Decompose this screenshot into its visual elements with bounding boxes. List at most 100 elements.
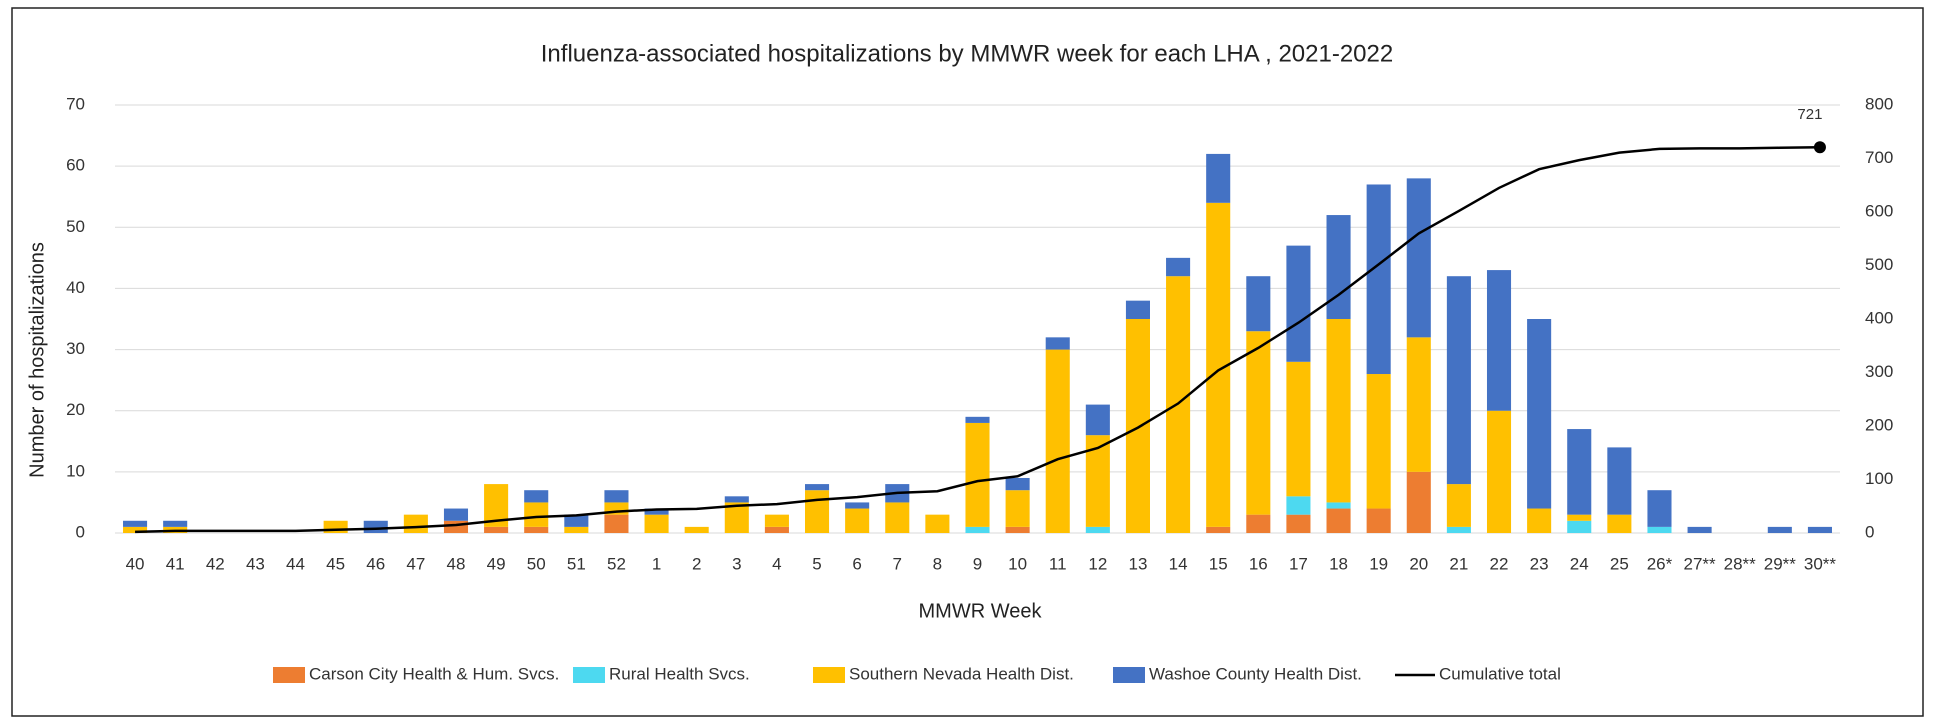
x-tick-label: 11: [1049, 554, 1067, 573]
x-tick-label: 19: [1369, 554, 1388, 573]
x-tick-label: 10: [1008, 554, 1027, 573]
bar-segment: [885, 502, 910, 533]
bar-segment: [1647, 526, 1672, 533]
bar-segment: [1567, 429, 1592, 515]
y-tick-label: 10: [66, 461, 85, 480]
y2-tick-label: 0: [1865, 522, 1874, 541]
y-axis-title: Number of hospitalizations: [26, 242, 48, 478]
bar-segment: [1567, 514, 1592, 521]
y-tick-label: 30: [66, 339, 85, 358]
bar-segment: [965, 422, 990, 527]
bar-segment: [1286, 361, 1311, 497]
bar-segment: [764, 526, 789, 533]
legend-label: Washoe County Health Dist.: [1149, 664, 1362, 683]
x-tick-label: 50: [527, 554, 546, 573]
bar-segment: [1045, 337, 1070, 350]
y-tick-label: 60: [66, 156, 85, 175]
bar-segment: [1005, 526, 1030, 533]
y2-tick-label: 100: [1865, 469, 1893, 488]
bar-segment: [1607, 447, 1632, 515]
x-tick-label: 43: [246, 554, 265, 573]
x-tick-label: 3: [732, 554, 741, 573]
y2-tick-label: 800: [1865, 94, 1893, 113]
bar-segment: [1166, 257, 1191, 277]
x-tick-label: 51: [567, 554, 586, 573]
y2-tick-label: 500: [1865, 255, 1893, 274]
bar-segment: [1005, 477, 1030, 491]
x-tick-label: 1: [652, 554, 661, 573]
legend-swatch: [273, 667, 305, 683]
y-tick-label: 70: [66, 94, 85, 113]
bar-segment: [1567, 520, 1592, 533]
x-tick-label: 21: [1449, 554, 1468, 573]
cumulative-line: [135, 146, 1820, 534]
x-tick-label: 7: [893, 554, 902, 573]
bar-segment: [1326, 215, 1351, 319]
bar-segment: [1647, 490, 1672, 527]
bar-segment: [1206, 526, 1231, 533]
bar-segment: [845, 508, 870, 533]
x-tick-label: 2: [692, 554, 701, 573]
x-tick-label: 45: [326, 554, 345, 573]
bar-segment: [1085, 526, 1110, 533]
y-tick-label: 50: [66, 217, 85, 236]
end-marker: [1813, 141, 1826, 154]
bar-segment: [1125, 319, 1150, 533]
bar-segment: [644, 514, 669, 533]
bar-segment: [805, 490, 830, 533]
x-tick-label: 18: [1329, 554, 1348, 573]
bar-segment: [965, 416, 990, 423]
bar-segment: [1085, 404, 1110, 436]
bar-segment: [564, 514, 589, 527]
x-tick-label: 15: [1209, 554, 1228, 573]
bar-segment: [1206, 153, 1231, 203]
bar-segment: [1246, 514, 1271, 533]
y2-tick-label: 400: [1865, 308, 1893, 327]
x-tick-label: 17: [1289, 554, 1308, 573]
bar-segment: [524, 490, 549, 503]
y2-tick-label: 700: [1865, 148, 1893, 167]
bar-segment: [1366, 508, 1391, 533]
x-tick-label: 42: [206, 554, 225, 573]
x-tick-label: 6: [852, 554, 861, 573]
x-tick-label: 13: [1129, 554, 1148, 573]
bar-segment: [1607, 514, 1632, 533]
bar-segment: [925, 514, 950, 533]
bar-segment: [1045, 349, 1070, 533]
bar-segment: [1366, 374, 1391, 509]
bar-segment: [1406, 471, 1431, 533]
chart-title: Influenza-associated hospitalizations by…: [541, 40, 1393, 67]
x-tick-label: 44: [286, 554, 305, 573]
legend-label: Cumulative total: [1439, 664, 1561, 683]
x-axis-title: MMWR Week: [919, 600, 1043, 622]
bar-segment: [524, 526, 549, 533]
bar-segment: [1326, 508, 1351, 533]
bar-segment: [684, 526, 709, 533]
legend-label: Rural Health Svcs.: [609, 664, 750, 683]
x-tick-label: 46: [366, 554, 385, 573]
bar-segment: [1326, 319, 1351, 503]
bar-segment: [1286, 514, 1311, 533]
bar-segment: [1446, 276, 1471, 485]
bar-segment: [1246, 276, 1271, 332]
x-tick-label: 40: [126, 554, 145, 573]
bar-segment: [123, 520, 148, 527]
legend-swatch: [1113, 667, 1145, 683]
bar-segment: [1807, 526, 1832, 533]
bar-segment: [1486, 410, 1512, 533]
x-tick-label: 41: [166, 554, 185, 573]
bar-segment: [644, 508, 669, 515]
bar-segment: [1767, 526, 1792, 533]
x-tick-label: 14: [1169, 554, 1188, 573]
bar-segment: [443, 508, 469, 521]
x-tick-label: 16: [1249, 554, 1268, 573]
x-tick-label: 20: [1409, 554, 1428, 573]
legend-swatch: [573, 667, 605, 683]
bar-segment: [1125, 300, 1150, 319]
x-tick-label: 9: [973, 554, 982, 573]
legend-label: Southern Nevada Health Dist.: [849, 664, 1074, 683]
x-tick-label: 29**: [1764, 554, 1797, 573]
x-tick-label: 12: [1088, 554, 1107, 573]
x-tick-label: 30**: [1804, 554, 1837, 573]
